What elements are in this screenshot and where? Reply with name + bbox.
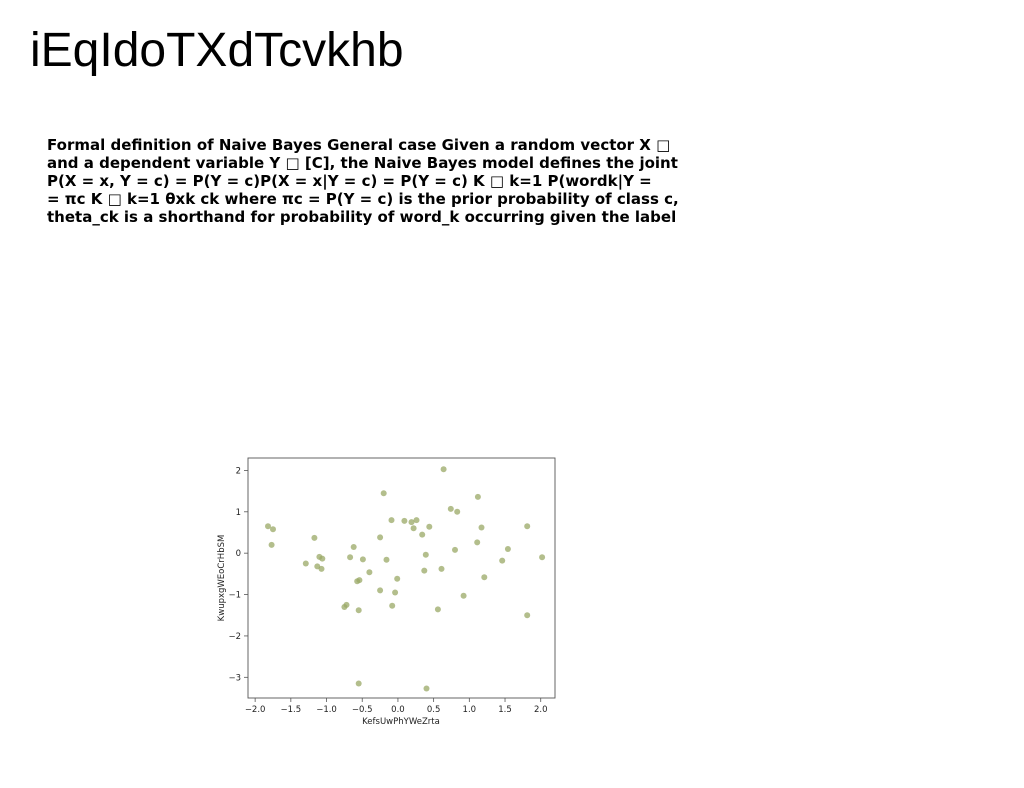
x-tick-label: −2.0 [245, 705, 266, 715]
description-line: P(X = x, Y = c) = P(Y = c)P(X = x|Y = c)… [47, 172, 652, 190]
data-point [408, 519, 415, 526]
data-point [474, 493, 481, 500]
data-point [524, 612, 531, 619]
data-point [481, 574, 488, 581]
data-point [421, 567, 428, 574]
data-point [423, 685, 430, 692]
data-point [447, 505, 454, 512]
y-axis-ticks: −3 −2 −1 0 1 2 [228, 466, 248, 683]
y-tick-label: 2 [236, 466, 241, 476]
data-point [380, 490, 387, 497]
description-line: Formal definition of Naive Bayes General… [47, 136, 671, 154]
x-tick-label: 1.5 [498, 705, 512, 715]
data-point [377, 587, 384, 594]
y-tick-label: 1 [236, 508, 241, 518]
data-point [422, 551, 429, 558]
y-tick-label: −2 [228, 632, 241, 642]
x-tick-label: 2.0 [534, 705, 548, 715]
data-point [302, 560, 309, 567]
data-point [318, 565, 325, 572]
y-tick-label: 0 [236, 549, 241, 559]
y-tick-label: −3 [228, 673, 241, 683]
data-point [389, 602, 396, 609]
data-point [388, 517, 395, 524]
data-point [394, 575, 401, 582]
description-line: and a dependent variable Y □ [C], the Na… [47, 154, 678, 172]
x-tick-label: 1.0 [463, 705, 477, 715]
x-tick-label: −0.5 [352, 705, 373, 715]
data-point [270, 526, 276, 533]
data-point [452, 546, 458, 553]
data-point [539, 554, 546, 561]
description-line: theta_ck is a shorthand for probability … [47, 208, 677, 226]
data-point [268, 541, 275, 548]
x-tick-label: −1.5 [281, 705, 302, 715]
data-point [311, 534, 318, 541]
y-tick-label: −1 [228, 591, 241, 601]
scatter-chart: −2.0 −1.5 −1.0 −0.5 0.0 0.5 1.0 1.5 2.0 −3 −2 −1 0 1… [217, 457, 556, 727]
data-point [426, 523, 433, 530]
x-axis-label: KefsUwPhYWeZrta [362, 717, 440, 727]
data-point [319, 555, 326, 562]
plot-frame [247, 457, 556, 699]
data-point [343, 601, 350, 608]
data-points-layer [265, 466, 546, 692]
data-point [478, 524, 485, 531]
data-point [383, 556, 390, 563]
data-point [265, 523, 271, 530]
x-tick-label: −1.0 [316, 705, 337, 715]
data-point [440, 466, 447, 473]
data-point [434, 606, 441, 613]
description-line: = πc K □ k=1 θxk ck where πc = P(Y = c) … [47, 190, 679, 208]
data-point [438, 565, 445, 572]
description-paragraph: Formal definition of Naive Bayes General… [47, 136, 727, 226]
data-point [347, 554, 354, 561]
data-point [355, 680, 362, 687]
data-point [356, 577, 363, 584]
data-point [419, 531, 426, 538]
data-point [355, 607, 362, 614]
data-point [460, 592, 467, 599]
y-axis-label: KwupxgWEoCrHbSM [217, 535, 227, 622]
data-point [350, 544, 357, 550]
data-point [377, 534, 384, 541]
data-point [392, 589, 399, 596]
data-point [524, 523, 531, 530]
data-point [499, 557, 506, 564]
data-point [413, 517, 420, 524]
data-point [454, 508, 461, 515]
page-title: iEqIdoTXdTcvkhb [30, 24, 404, 77]
x-tick-label: 0.5 [427, 705, 441, 715]
data-point [366, 569, 373, 576]
data-point [504, 546, 511, 552]
data-point [474, 539, 481, 546]
x-tick-label: 0.0 [391, 705, 405, 715]
data-point [410, 525, 417, 532]
data-point [401, 517, 408, 524]
data-point [359, 556, 366, 563]
x-axis-ticks: −2.0 −1.5 −1.0 −0.5 0.0 0.5 1.0 1.5 2.0 [245, 698, 548, 715]
